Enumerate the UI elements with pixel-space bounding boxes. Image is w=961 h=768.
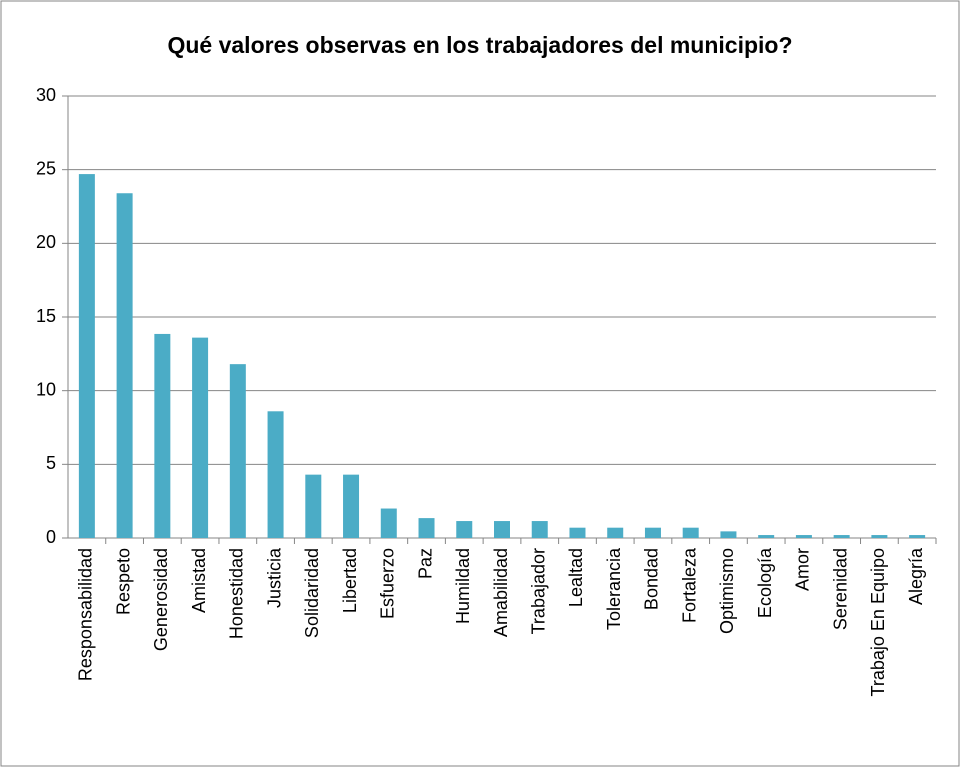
x-tick-label: Amabilidad xyxy=(491,548,511,637)
x-tick-label: Humildad xyxy=(453,548,473,624)
x-tick-label: Serenidad xyxy=(830,548,850,630)
x-tick-label: Trabajo En Equipo xyxy=(868,548,888,696)
x-tick-label: Tolerancia xyxy=(604,547,624,630)
bar xyxy=(192,337,209,538)
x-tick-label: Responsabilidad xyxy=(76,548,96,681)
x-tick-label: Paz xyxy=(415,548,435,579)
bar xyxy=(720,531,737,538)
y-tick-label: 10 xyxy=(36,379,56,399)
bar xyxy=(380,508,397,538)
x-tick-label: Alegría xyxy=(906,547,926,605)
y-tick-label: 15 xyxy=(36,306,56,326)
x-tick-label: Trabajador xyxy=(528,548,548,634)
y-tick-label: 0 xyxy=(46,527,56,547)
bar xyxy=(305,474,322,538)
bar xyxy=(607,527,624,538)
bar xyxy=(682,527,699,538)
x-tick-label: Solidaridad xyxy=(302,548,322,638)
bar xyxy=(343,474,360,538)
bar xyxy=(78,174,95,538)
bar xyxy=(833,535,850,538)
x-tick-label: Honestidad xyxy=(227,548,247,639)
bar xyxy=(154,333,171,538)
x-tick-label: Fortaleza xyxy=(679,547,699,623)
x-tick-label: Optimismo xyxy=(717,548,737,634)
x-tick-label: Libertad xyxy=(340,548,360,613)
x-tick-label: Amistad xyxy=(189,548,209,613)
bar xyxy=(909,535,926,538)
x-tick-label: Generosidad xyxy=(151,548,171,651)
bar xyxy=(644,527,661,538)
x-tick-label: Respeto xyxy=(113,548,133,615)
x-tick-label: Ecología xyxy=(755,547,775,618)
bar xyxy=(871,535,888,538)
bar xyxy=(116,193,133,539)
y-tick-label: 30 xyxy=(36,85,56,105)
x-tick-label: Lealtad xyxy=(566,548,586,607)
bar xyxy=(456,521,473,538)
bar xyxy=(229,364,246,538)
x-tick-label: Bondad xyxy=(642,548,662,610)
bar xyxy=(569,527,586,538)
bar xyxy=(758,535,775,538)
bar xyxy=(494,521,510,538)
x-tick-label: Justicia xyxy=(264,547,284,608)
y-tick-label: 5 xyxy=(46,453,56,473)
y-tick-label: 25 xyxy=(36,158,56,178)
y-tick-label: 20 xyxy=(36,232,56,252)
x-tick-label: Amor xyxy=(793,548,813,591)
x-tick-label: Esfuerzo xyxy=(378,548,398,619)
bar xyxy=(418,518,435,538)
chart-title: Qué valores observas en los trabajadores… xyxy=(167,32,792,58)
bar xyxy=(267,411,284,538)
bar xyxy=(795,535,812,538)
bar xyxy=(531,521,548,538)
